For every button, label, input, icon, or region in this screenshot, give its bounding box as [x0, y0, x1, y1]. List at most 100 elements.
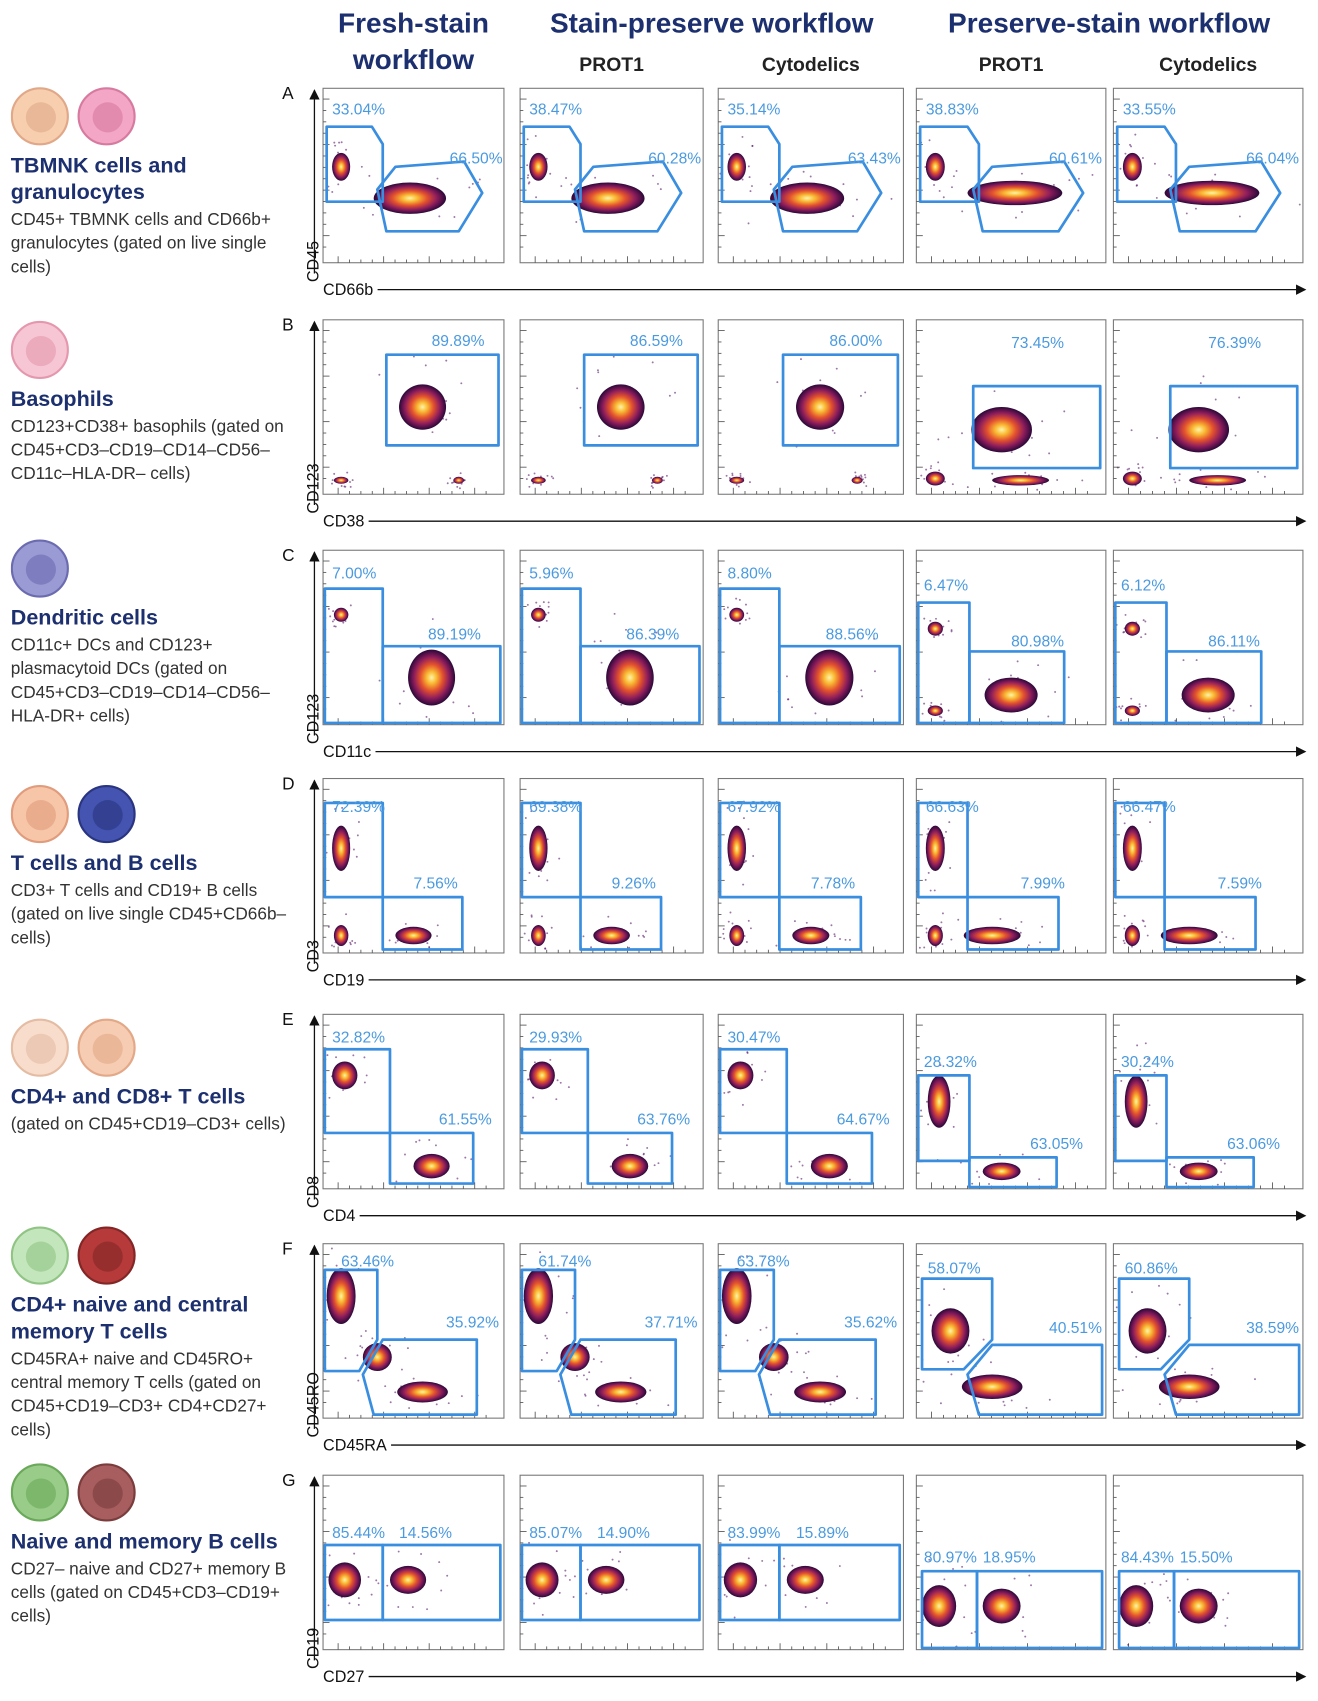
event-dot — [741, 136, 743, 138]
gate-percentage: 7.56% — [413, 876, 457, 893]
density-blob — [971, 407, 1032, 452]
density-blob — [928, 705, 943, 715]
event-dot — [927, 828, 929, 830]
event-dot — [1139, 706, 1141, 708]
event-dot — [1151, 1581, 1153, 1583]
event-dot — [403, 690, 405, 692]
density-blob — [729, 925, 744, 946]
event-dot — [739, 623, 741, 625]
panel-letter: B — [282, 315, 294, 335]
event-dot — [663, 479, 665, 481]
density-blob — [928, 1075, 951, 1127]
event-dot — [775, 945, 777, 947]
event-dot — [1159, 1584, 1161, 1586]
event-dot — [976, 1171, 978, 1173]
density-blob — [597, 384, 645, 429]
panel-letter: C — [282, 545, 294, 565]
event-dot — [1160, 477, 1162, 479]
gate-percentage: 37.71% — [645, 1315, 698, 1332]
event-dot — [926, 928, 928, 930]
density-blob — [983, 1589, 1021, 1624]
event-dot — [1144, 633, 1146, 635]
event-dot — [748, 222, 750, 224]
panel-letter: D — [282, 773, 294, 793]
density-blob — [928, 925, 943, 946]
event-dot — [532, 1097, 534, 1099]
event-dot — [1041, 926, 1043, 928]
event-dot — [925, 879, 927, 881]
event-dot — [570, 184, 572, 186]
event-dot — [933, 184, 935, 186]
event-dot — [742, 1104, 744, 1106]
event-dot — [412, 1606, 414, 1608]
event-dot — [472, 183, 474, 185]
plot-panel: 80.97%18.95% — [916, 1475, 1106, 1649]
event-dot — [1144, 620, 1146, 622]
event-dot — [971, 1183, 973, 1185]
density-blob — [1125, 705, 1140, 715]
event-dot — [748, 1557, 750, 1559]
event-dot — [574, 1575, 576, 1577]
event-dot — [528, 183, 530, 185]
event-dot — [654, 1164, 656, 1166]
event-dot — [1140, 636, 1142, 638]
event-dot — [525, 817, 527, 819]
event-dot — [745, 619, 747, 621]
event-dot — [891, 198, 893, 200]
event-dot — [839, 938, 841, 940]
plot-panel: 72.39%7.56% — [323, 779, 504, 953]
event-dot — [620, 704, 622, 706]
plot-panel: 6.12%86.11% — [1113, 550, 1303, 724]
event-dot — [368, 175, 370, 177]
panel-letter: E — [282, 1009, 294, 1029]
event-dot — [941, 943, 943, 945]
event-dot — [580, 407, 582, 409]
event-dot — [597, 369, 599, 371]
event-dot — [816, 1597, 818, 1599]
gate-percentage: 30.24% — [1121, 1054, 1174, 1071]
gate-percentage: 6.12% — [1121, 578, 1165, 595]
density-blob — [727, 1061, 753, 1089]
event-dot — [371, 1594, 373, 1596]
event-dot — [952, 1568, 954, 1570]
event-dot — [749, 481, 751, 483]
gate-percentage: 30.47% — [727, 1029, 780, 1046]
plot-panel: 38.83%60.61% — [916, 88, 1106, 262]
event-dot — [1254, 1378, 1256, 1380]
event-dot — [1299, 204, 1301, 206]
event-dot — [384, 1385, 386, 1387]
gate-percentage: 33.04% — [332, 102, 385, 119]
event-dot — [533, 1603, 535, 1605]
event-dot — [1134, 134, 1136, 136]
event-dot — [534, 472, 536, 474]
event-dot — [341, 485, 343, 487]
event-dot — [333, 473, 335, 475]
event-dot — [778, 1372, 780, 1374]
plot-panel: 66.47%7.59% — [1113, 779, 1303, 953]
event-dot — [546, 1352, 548, 1354]
event-dot — [1031, 437, 1033, 439]
event-dot — [988, 678, 990, 680]
density-blob — [524, 1268, 553, 1324]
event-dot — [651, 485, 653, 487]
event-dot — [1223, 716, 1225, 718]
event-dot — [1014, 1578, 1016, 1580]
plot-panel: 83.99%15.89% — [718, 1475, 903, 1649]
density-blob — [571, 182, 644, 213]
event-dot — [389, 1345, 391, 1347]
event-dot — [922, 713, 924, 715]
event-dot — [437, 178, 439, 180]
density-blob — [1180, 1589, 1218, 1624]
event-dot — [1145, 1042, 1147, 1044]
event-dot — [548, 612, 550, 614]
event-dot — [359, 1345, 361, 1347]
event-dot — [610, 1166, 612, 1168]
event-dot — [558, 1275, 560, 1277]
density-blob — [334, 477, 348, 484]
event-dot — [1128, 468, 1130, 470]
event-dot — [551, 927, 553, 929]
event-dot — [832, 430, 834, 432]
event-dot — [947, 1361, 949, 1363]
event-dot — [1220, 1159, 1222, 1161]
event-dot — [398, 1551, 400, 1553]
